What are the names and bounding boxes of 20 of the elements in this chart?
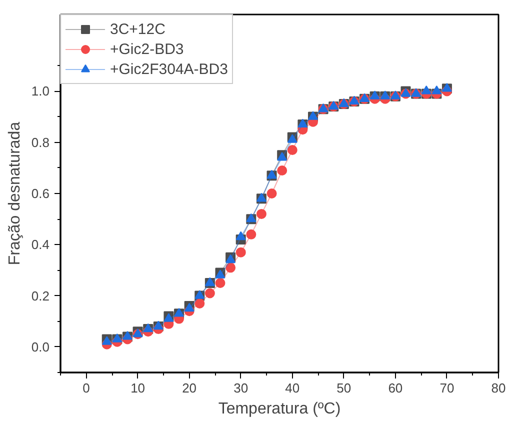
x-tick-label: 10 xyxy=(130,380,146,396)
x-tick-label: 50 xyxy=(336,380,352,396)
y-tick-label: 0.6 xyxy=(31,186,50,201)
x-tick-label: 30 xyxy=(234,380,248,396)
x-tick-label: 60 xyxy=(388,380,403,396)
y-tick-label: 0.2 xyxy=(31,288,50,304)
legend-label: 3C+12C xyxy=(110,20,166,38)
y-tick-label: 0.4 xyxy=(31,237,50,252)
x-tick-label: 70 xyxy=(440,380,454,396)
x-tick-label: 20 xyxy=(182,380,197,396)
y-tick-label: 1.0 xyxy=(31,84,50,99)
x-tick-label: 80 xyxy=(491,380,506,396)
x-tick-label: 0 xyxy=(82,380,90,396)
x-axis-title: Temperatura (ºC) xyxy=(218,400,341,418)
x-tick-label: 40 xyxy=(285,380,300,396)
y-tick-label: 0.8 xyxy=(31,134,50,150)
legend-label: +Gic2-BD3 xyxy=(110,40,184,58)
y-tick-label: 0.0 xyxy=(31,339,50,354)
legend-label: +Gic2F304A-BD3 xyxy=(110,60,228,78)
y-axis-title: Fração desnaturada xyxy=(6,122,24,266)
